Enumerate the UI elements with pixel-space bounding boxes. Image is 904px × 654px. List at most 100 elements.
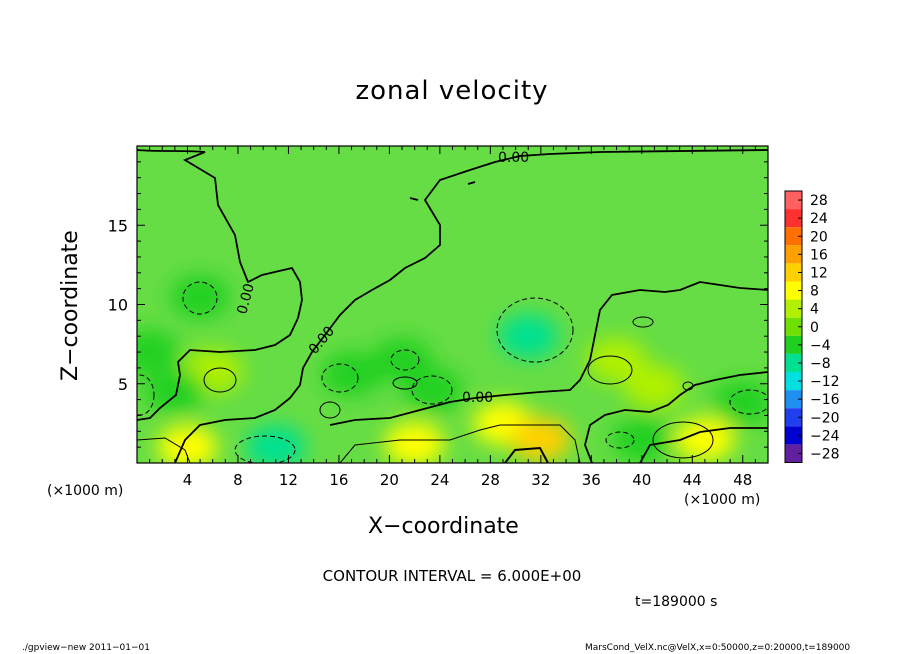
colorbar-swatch <box>785 227 802 246</box>
colorbar-swatch <box>785 390 802 409</box>
x-tick-label: 8 <box>233 471 243 489</box>
colorbar-label: 20 <box>810 229 828 245</box>
colorbar-swatch <box>785 245 802 264</box>
colorbar-swatch <box>785 263 802 282</box>
heatmap-patch <box>321 352 382 397</box>
zero-contour-top <box>174 149 768 463</box>
pos-contour-small2 <box>319 401 341 419</box>
x-axis-label: X−coordinate <box>368 514 519 539</box>
plot-background <box>137 146 768 463</box>
heatmap-patch <box>384 421 445 463</box>
colorbar-label: −4 <box>810 338 831 354</box>
contour-label: 0.00 <box>498 150 529 166</box>
heatmap-patch <box>144 369 205 414</box>
colorbar-swatch <box>785 426 802 445</box>
colorbar-label: 16 <box>810 247 828 263</box>
y-tick-label: 5 <box>118 375 128 394</box>
neg-contour-left <box>182 281 218 315</box>
time-label: t=189000 s <box>635 594 718 610</box>
pos-contour-small4 <box>682 381 694 391</box>
neg-contour-br <box>605 431 635 449</box>
colorbar-swatch <box>785 408 802 427</box>
heatmap-patches <box>137 274 768 463</box>
x-tick-label: 36 <box>582 471 601 489</box>
x-unit-label: (×1000 m) <box>47 483 124 499</box>
neg-contour-bottom <box>234 435 296 463</box>
colorbar-swatch <box>785 335 802 354</box>
y-axis: 5 10 15 <box>108 161 768 448</box>
x-axis: 4 8 12 16 20 24 28 32 36 40 44 48 <box>149 146 756 489</box>
heatmap-patch <box>372 337 433 382</box>
heatmap-patch <box>674 417 735 462</box>
colorbar-swatch <box>785 353 802 372</box>
colorbar-swatch <box>785 372 802 391</box>
colorbar-label: 24 <box>810 211 828 227</box>
heatmap-patch <box>157 425 218 463</box>
zero-contour-lower <box>329 281 768 426</box>
x-tick-label: 4 <box>183 471 193 489</box>
colorbar-label: −24 <box>810 428 840 444</box>
zero-contour-dot1 <box>467 181 476 185</box>
x-tick-label: 24 <box>430 471 449 489</box>
colorbar-label: −8 <box>810 356 831 372</box>
x-tick-label: 16 <box>329 471 348 489</box>
contour-interval: CONTOUR INTERVAL = 6.000E+00 <box>322 567 582 585</box>
heatmap-patch <box>170 274 231 319</box>
footer-source: MarsCond_VelX.nc@VelX,x=0:50000,z=0:2000… <box>585 643 851 653</box>
heatmap-patch <box>624 364 685 409</box>
plot-area <box>137 146 768 463</box>
colorbar-label: −16 <box>810 392 840 408</box>
neg-contour-mid2 <box>390 349 420 371</box>
heatmap-patch <box>611 417 672 462</box>
chart-title: zonal velocity <box>355 76 549 106</box>
x-tick-label: 28 <box>481 471 500 489</box>
zero-contour-bottom-right <box>639 427 768 463</box>
contour-label: 0.00 <box>234 282 258 316</box>
zero-contour-right <box>584 371 768 463</box>
colorbar-label: 4 <box>810 302 819 318</box>
neg-contour-right <box>729 389 768 415</box>
colorbar-label: 8 <box>810 284 819 300</box>
heatmap-patch <box>712 380 768 425</box>
y-tick-label: 10 <box>108 296 128 315</box>
pos-contour-small1 <box>392 376 418 390</box>
neg-contour-mid3 <box>411 375 453 405</box>
colorbar-swatch <box>785 317 802 336</box>
colorbar-label: 0 <box>810 320 819 336</box>
pos-contour-bottom2 <box>339 424 581 463</box>
x-tick-label: 48 <box>733 471 752 489</box>
colorbar: 28 24 20 16 12 8 4 0 −4 −8 −12 −16 −20 −24 −28 <box>784 190 840 463</box>
pos-contour-strong <box>504 446 549 463</box>
heatmap-patch <box>510 417 571 462</box>
colorbar-swatch <box>785 191 802 210</box>
contour-label: 0.00 <box>462 390 493 406</box>
colorbar-label: −28 <box>810 446 840 462</box>
colorbar-swatch <box>785 281 802 300</box>
neg-contour-mid1 <box>321 363 359 393</box>
heatmap-patch <box>137 330 180 375</box>
pos-contour-small3 <box>632 316 654 328</box>
pos-contour-br <box>652 421 714 459</box>
y-tick-label: 15 <box>108 216 128 235</box>
pos-contour-left <box>203 367 237 393</box>
positive-contours <box>137 316 714 463</box>
colorbar-label: 12 <box>810 265 828 281</box>
x-tick-label: 44 <box>683 471 702 489</box>
x-unit-label-right: (×1000 m) <box>684 492 761 508</box>
zero-contour-upper-left <box>137 149 303 421</box>
colorbar-swatch <box>785 299 802 318</box>
x-tick-label: 40 <box>632 471 651 489</box>
x-tick-label: 12 <box>279 471 298 489</box>
colorbar-swatch <box>785 209 802 228</box>
colorbar-label: −20 <box>810 410 840 426</box>
heatmap-patch <box>498 314 559 359</box>
colorbar-label: −12 <box>810 374 840 390</box>
neg-contour-center <box>496 297 574 363</box>
zero-contours <box>137 149 768 463</box>
x-tick-label: 32 <box>531 471 550 489</box>
colorbar-label: 28 <box>810 193 828 209</box>
heatmap-patch <box>245 425 306 463</box>
zero-contour-dot2 <box>409 197 419 201</box>
pos-contour-right <box>587 355 633 385</box>
